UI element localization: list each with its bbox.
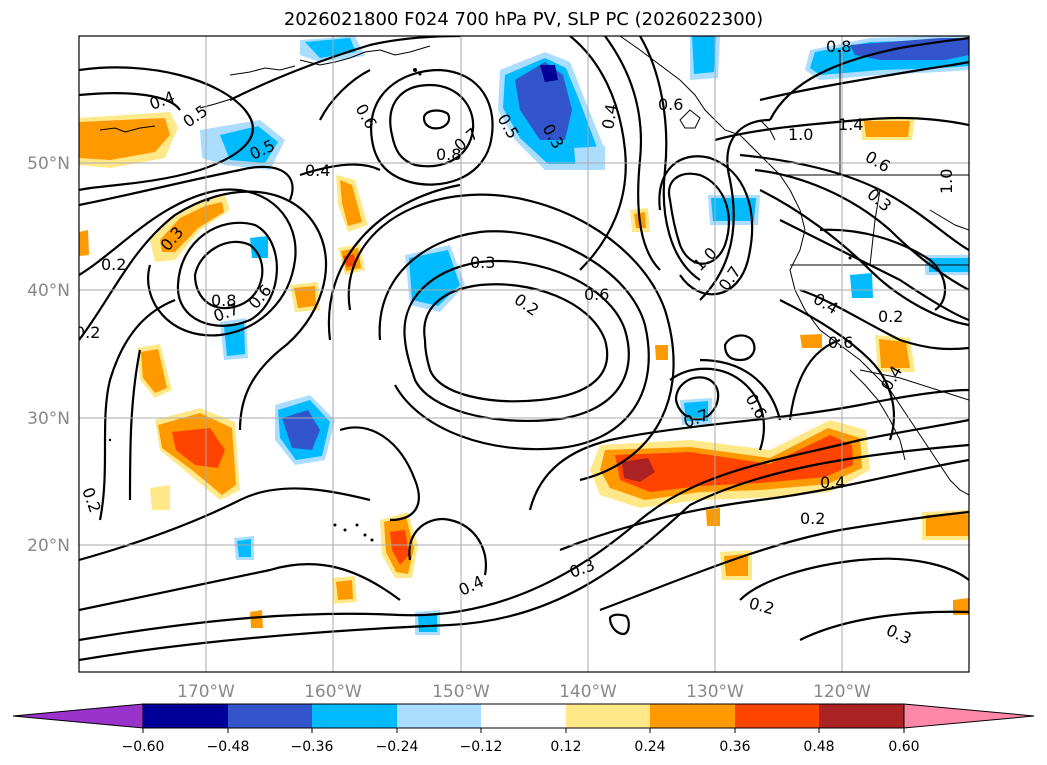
colorbar-tick-label: −0.48 [207, 739, 250, 755]
colorbar-tick-label: −0.24 [376, 739, 419, 755]
colorbar-tick-label: −0.12 [460, 739, 503, 755]
islands [108, 68, 852, 542]
colorbar-segment [650, 704, 735, 728]
latitude-labels: 50°N 40°N 30°N 20°N [27, 154, 70, 556]
colorbar-segment [312, 704, 397, 728]
pv-positive-areas [79, 112, 969, 628]
colorbar-extend-min [12, 703, 144, 729]
colorbar-segment [481, 704, 566, 728]
colorbar-ticks [142, 728, 905, 733]
gridlines [79, 36, 969, 672]
lon-label: 150°W [432, 682, 490, 702]
contour-label: 0.6 [828, 333, 853, 352]
contour-label: 1.0 [937, 169, 956, 194]
map-panel: 0.8 0.4 0.5 0.6 0.8 0.7 0.5 0.3 0.4 0.6 … [75, 35, 970, 673]
lon-label: 160°W [304, 682, 362, 702]
contour-label: 0.8 [436, 145, 461, 164]
contour-label: 0.2 [800, 509, 825, 528]
map-title: 2026021800 F024 700 hPa PV, SLP PC (2026… [283, 9, 764, 30]
slp-contours [79, 36, 969, 662]
colorbar-segment [397, 704, 481, 728]
contour-label: 1.4 [838, 115, 863, 134]
contour-label: 0.2 [101, 255, 126, 274]
lon-label: 130°W [686, 682, 744, 702]
lon-label: 170°W [177, 682, 235, 702]
colorbar-tick-label: 0.36 [719, 739, 750, 755]
colorbar-tick-label: 0.24 [634, 739, 665, 755]
lon-label: 140°W [559, 682, 617, 702]
contour-label: 1.0 [788, 125, 813, 144]
lat-label: 20°N [27, 536, 70, 556]
colorbar-tick-label: −0.60 [122, 739, 165, 755]
contour-label: 0.6 [658, 95, 683, 114]
colorbar-segment [228, 704, 312, 728]
colorbar-segment [143, 704, 228, 728]
lat-label: 50°N [27, 154, 70, 174]
contour-label: 0.4 [820, 473, 845, 492]
longitude-labels: 170°W 160°W 150°W 140°W 130°W 120°W [177, 682, 871, 702]
contour-label: 0.8 [211, 291, 236, 310]
coastlines [99, 36, 969, 496]
colorbar-tick-label: 0.48 [803, 739, 834, 755]
contour-label: 0.8 [826, 37, 851, 56]
colorbar-tick-label: −0.36 [291, 739, 334, 755]
colorbar: −0.60 −0.48 −0.36 −0.24 −0.12 0.12 0.24 … [12, 703, 1035, 755]
colorbar-segment [735, 704, 819, 728]
lat-label: 40°N [27, 281, 70, 301]
contour-label: 0.2 [878, 307, 903, 326]
contour-label: 0.6 [584, 285, 609, 304]
contour-label: 0.4 [598, 102, 621, 130]
pv-shading [79, 36, 969, 635]
colorbar-tick-label: 0.12 [550, 739, 581, 755]
colorbar-extend-max [903, 703, 1035, 729]
lat-label: 30°N [27, 409, 70, 429]
contour-label: 0.3 [470, 253, 495, 272]
lon-label: 120°W [813, 682, 871, 702]
colorbar-segment [566, 704, 650, 728]
colorbar-tick-label: 0.60 [888, 739, 919, 755]
colorbar-segment [819, 704, 904, 728]
contour-label: 0.4 [305, 161, 330, 180]
contour-label: 0.2 [75, 323, 100, 342]
